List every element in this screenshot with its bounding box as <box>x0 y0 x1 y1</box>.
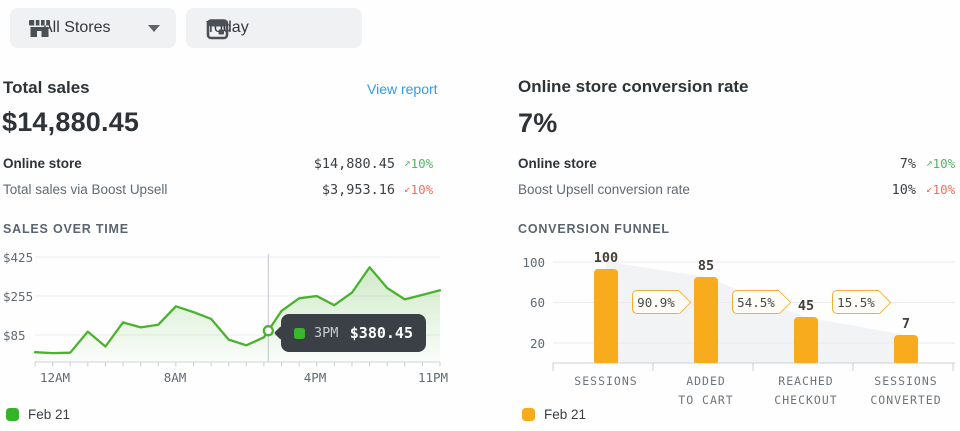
x-axis-tick: 11PM <box>417 370 449 385</box>
tooltip-value: $380.45 <box>349 324 413 342</box>
total-sales-title: Total sales <box>3 78 90 97</box>
conversion-funnel-title: CONVERSION FUNNEL <box>518 222 670 236</box>
down-arrow-icon: ↙ <box>404 182 411 195</box>
x-axis-category: REACHED CHECKOUT <box>774 374 838 407</box>
y-axis-tick: $255 <box>3 289 34 304</box>
conversion-badge: 54.5% <box>732 290 779 314</box>
metric-row-change: ↙10% <box>926 182 956 197</box>
up-arrow-icon: ↗ <box>404 156 411 169</box>
chevron-down-icon <box>148 24 160 32</box>
metric-row-value: 7% <box>899 156 916 172</box>
conversion-rate-title: Online store conversion rate <box>518 77 749 96</box>
funnel-column-reached-checkout: 45 <box>776 250 836 363</box>
funnel-bar-sessions[interactable] <box>594 269 618 363</box>
x-axis-category: ADDED TO CART <box>678 374 734 407</box>
conversion-badge: 15.5% <box>832 290 879 314</box>
legend-label: Feb 21 <box>28 407 71 422</box>
tooltip-time: 3PM <box>314 325 339 341</box>
metric-row-change: ↗10% <box>926 156 956 171</box>
up-arrow-icon: ↗ <box>926 156 933 169</box>
sales-over-time-title: SALES OVER TIME <box>3 222 129 236</box>
conversion-rate-value: 7% <box>518 108 558 138</box>
x-axis-tick: 12AM <box>39 370 71 385</box>
store-icon <box>29 19 50 37</box>
y-axis-tick: 100 <box>522 255 545 270</box>
chart-tooltip: 3PM $380.45 <box>281 314 426 352</box>
store-selector-label: All Stores <box>42 19 111 36</box>
conversion-badge: 90.9% <box>632 290 679 314</box>
funnel-bar-reached-checkout[interactable] <box>794 317 818 363</box>
bar-value-label: 100 <box>593 250 619 266</box>
x-axis-tick: 4PM <box>303 370 327 385</box>
metric-row-value: $3,953.16 <box>321 182 395 198</box>
bar-value-label: 45 <box>797 298 815 314</box>
x-axis-category: SESSIONS CONVERTED <box>870 374 942 407</box>
funnel-column-sessions: 100 <box>576 250 636 363</box>
y-axis-tick: 20 <box>529 336 545 351</box>
legend-swatch-orange <box>522 408 535 421</box>
calendar-icon <box>206 18 229 39</box>
marker-dot <box>262 325 274 337</box>
funnel-legend-item[interactable]: Feb 21 <box>522 407 586 422</box>
x-axis-tick: 8AM <box>163 370 187 385</box>
legend-label: Feb 21 <box>544 407 587 422</box>
date-selector-button[interactable]: Today <box>186 8 362 48</box>
funnel-column-added-to-cart: 85 <box>676 250 736 363</box>
legend-swatch-green <box>6 408 19 421</box>
bar-value-label: 85 <box>697 258 715 274</box>
metric-row-change: ↙10% <box>404 182 434 197</box>
y-axis-tick: $425 <box>3 250 34 265</box>
funnel-bar-added-to-cart[interactable] <box>694 277 718 363</box>
tooltip-series-swatch <box>294 327 305 339</box>
store-selector-button[interactable]: All Stores <box>10 8 176 48</box>
metric-row-label: Total sales via Boost Upsell <box>3 182 168 197</box>
metric-row-label: Boost Upsell conversion rate <box>518 182 690 197</box>
metric-row-value: 10% <box>891 182 916 198</box>
funnel-bar-sessions-converted[interactable] <box>894 335 918 363</box>
down-arrow-icon: ↙ <box>926 182 933 195</box>
view-report-link[interactable]: View report <box>367 81 438 97</box>
y-axis-tick: $85 <box>3 328 26 343</box>
sales-line-chart[interactable] <box>33 250 442 372</box>
sales-legend-item[interactable]: Feb 21 <box>6 407 70 422</box>
y-axis-tick: 60 <box>529 295 545 310</box>
line-path <box>33 266 442 355</box>
x-axis-category: SESSIONS <box>574 374 638 388</box>
metric-row-value: $14,880.45 <box>313 156 395 172</box>
metric-row-change: ↗10% <box>404 156 434 171</box>
metric-row-label: Online store <box>3 156 82 171</box>
bar-value-label: 7 <box>901 316 911 332</box>
metric-row-label: Online store <box>518 156 597 171</box>
total-sales-value: $14,880.45 <box>2 107 140 137</box>
funnel-column-sessions-converted: 7 <box>876 250 936 363</box>
